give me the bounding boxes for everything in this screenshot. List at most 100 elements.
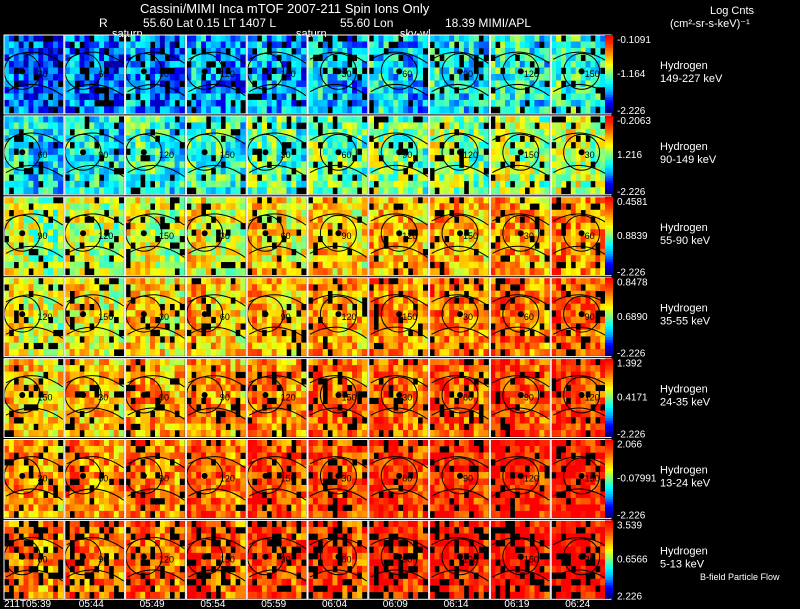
heatmap-cell — [352, 86, 358, 94]
heatmap-cell — [342, 329, 348, 337]
colorbar-segment — [605, 259, 613, 263]
heatmap-cell — [585, 196, 591, 204]
heatmap-cell — [179, 154, 185, 162]
heatmap-cell — [361, 203, 368, 211]
heatmap-cell — [454, 248, 460, 256]
contour-line — [188, 51, 246, 64]
heatmap-cell — [301, 180, 307, 188]
heatmap-cell — [206, 35, 212, 42]
heatmap-cell — [210, 135, 217, 143]
heatmap-cell — [444, 54, 450, 62]
heatmap-cell — [539, 47, 545, 55]
heatmap-cell — [240, 93, 246, 101]
heatmap-cell — [33, 161, 39, 169]
heatmap-cell — [561, 248, 567, 256]
heatmap-cell — [38, 316, 44, 324]
heatmap-cell — [373, 161, 379, 169]
heatmap-cell — [69, 148, 75, 156]
heatmap-cell — [135, 196, 141, 204]
heatmap-cell — [220, 342, 226, 350]
heatmap-cell — [33, 128, 39, 136]
heatmap-cell — [230, 106, 236, 114]
heatmap-cell — [108, 329, 115, 337]
heatmap-cell — [327, 135, 333, 143]
heatmap-cell — [99, 290, 105, 298]
heatmap-cell — [281, 67, 287, 75]
heatmap-cell — [308, 229, 314, 237]
heatmap-cell — [215, 323, 221, 330]
heatmap-cell — [332, 47, 338, 55]
heatmap-cell — [585, 255, 591, 263]
heatmap-cell — [13, 203, 19, 211]
heatmap-cell — [89, 174, 95, 182]
heatmap-cell — [468, 99, 474, 107]
heatmap-cell — [483, 47, 489, 55]
heatmap-cell — [361, 35, 368, 42]
heatmap-cell — [94, 167, 100, 175]
heatmap-cell — [439, 80, 445, 88]
heatmap-cell — [422, 54, 428, 62]
heatmap-cell — [201, 115, 207, 123]
heatmap-cell — [585, 242, 591, 250]
heatmap-cell — [99, 242, 105, 250]
heatmap-cell — [412, 277, 419, 285]
saturn-marker — [262, 68, 269, 75]
heatmap-cell — [519, 115, 525, 123]
heatmap-cell — [449, 261, 455, 269]
heatmap-cell — [439, 135, 445, 143]
heatmap-cell — [312, 141, 319, 149]
heatmap-cell — [332, 141, 338, 149]
heatmap-cell — [74, 277, 80, 285]
heatmap-cell — [539, 187, 545, 195]
heatmap-cell — [169, 187, 175, 195]
heatmap-cell — [357, 329, 363, 337]
heatmap-cell — [551, 148, 557, 156]
contour-label: 150 — [585, 69, 600, 79]
heatmap-cell — [140, 323, 146, 330]
heatmap-cell — [393, 316, 399, 324]
heatmap-cell — [257, 41, 263, 49]
heatmap-cell — [500, 106, 506, 114]
heatmap-cell — [585, 60, 591, 68]
heatmap-cell — [53, 41, 59, 49]
heatmap-cell — [524, 180, 530, 188]
heatmap-cell — [84, 93, 90, 101]
heatmap-cell — [186, 73, 192, 81]
heatmap-cell — [220, 290, 226, 298]
heatmap-cell — [261, 154, 268, 162]
heatmap-cell — [500, 268, 506, 275]
heatmap-cell — [519, 209, 525, 217]
heatmap-cell — [368, 47, 374, 55]
heatmap-cell — [8, 196, 15, 204]
heatmap-cell — [544, 161, 550, 169]
heatmap-cell — [135, 154, 141, 162]
heatmap-cell — [342, 303, 348, 311]
heatmap-cell — [155, 255, 161, 263]
heatmap-cell — [225, 242, 231, 250]
colorbar-max-label: 0.4581 — [617, 197, 648, 208]
heatmap-cell — [210, 255, 217, 263]
heatmap-cell — [28, 161, 34, 169]
heatmap-cell — [291, 222, 297, 230]
heatmap-cell — [383, 268, 389, 275]
heatmap-cell — [230, 222, 236, 230]
heatmap-cell — [600, 80, 606, 88]
heatmap-cell — [135, 203, 141, 211]
heatmap-cell — [186, 310, 192, 317]
heatmap-cell — [575, 222, 581, 230]
heatmap-cell — [357, 203, 363, 211]
contour-line — [66, 132, 124, 145]
heatmap-cell — [524, 141, 530, 149]
heatmap-cell — [347, 67, 353, 75]
heatmap-cell — [473, 242, 479, 250]
heatmap-cell — [240, 277, 246, 285]
heatmap-cell — [352, 268, 358, 275]
heatmap-cell — [322, 248, 328, 256]
heatmap-cell — [225, 255, 231, 263]
heatmap-cell — [412, 187, 419, 195]
heatmap-cell — [539, 35, 545, 42]
heatmap-cell — [247, 73, 253, 81]
contour-label: 60 — [402, 69, 412, 79]
heatmap-cell — [48, 255, 54, 263]
heatmap-cell — [357, 255, 363, 263]
